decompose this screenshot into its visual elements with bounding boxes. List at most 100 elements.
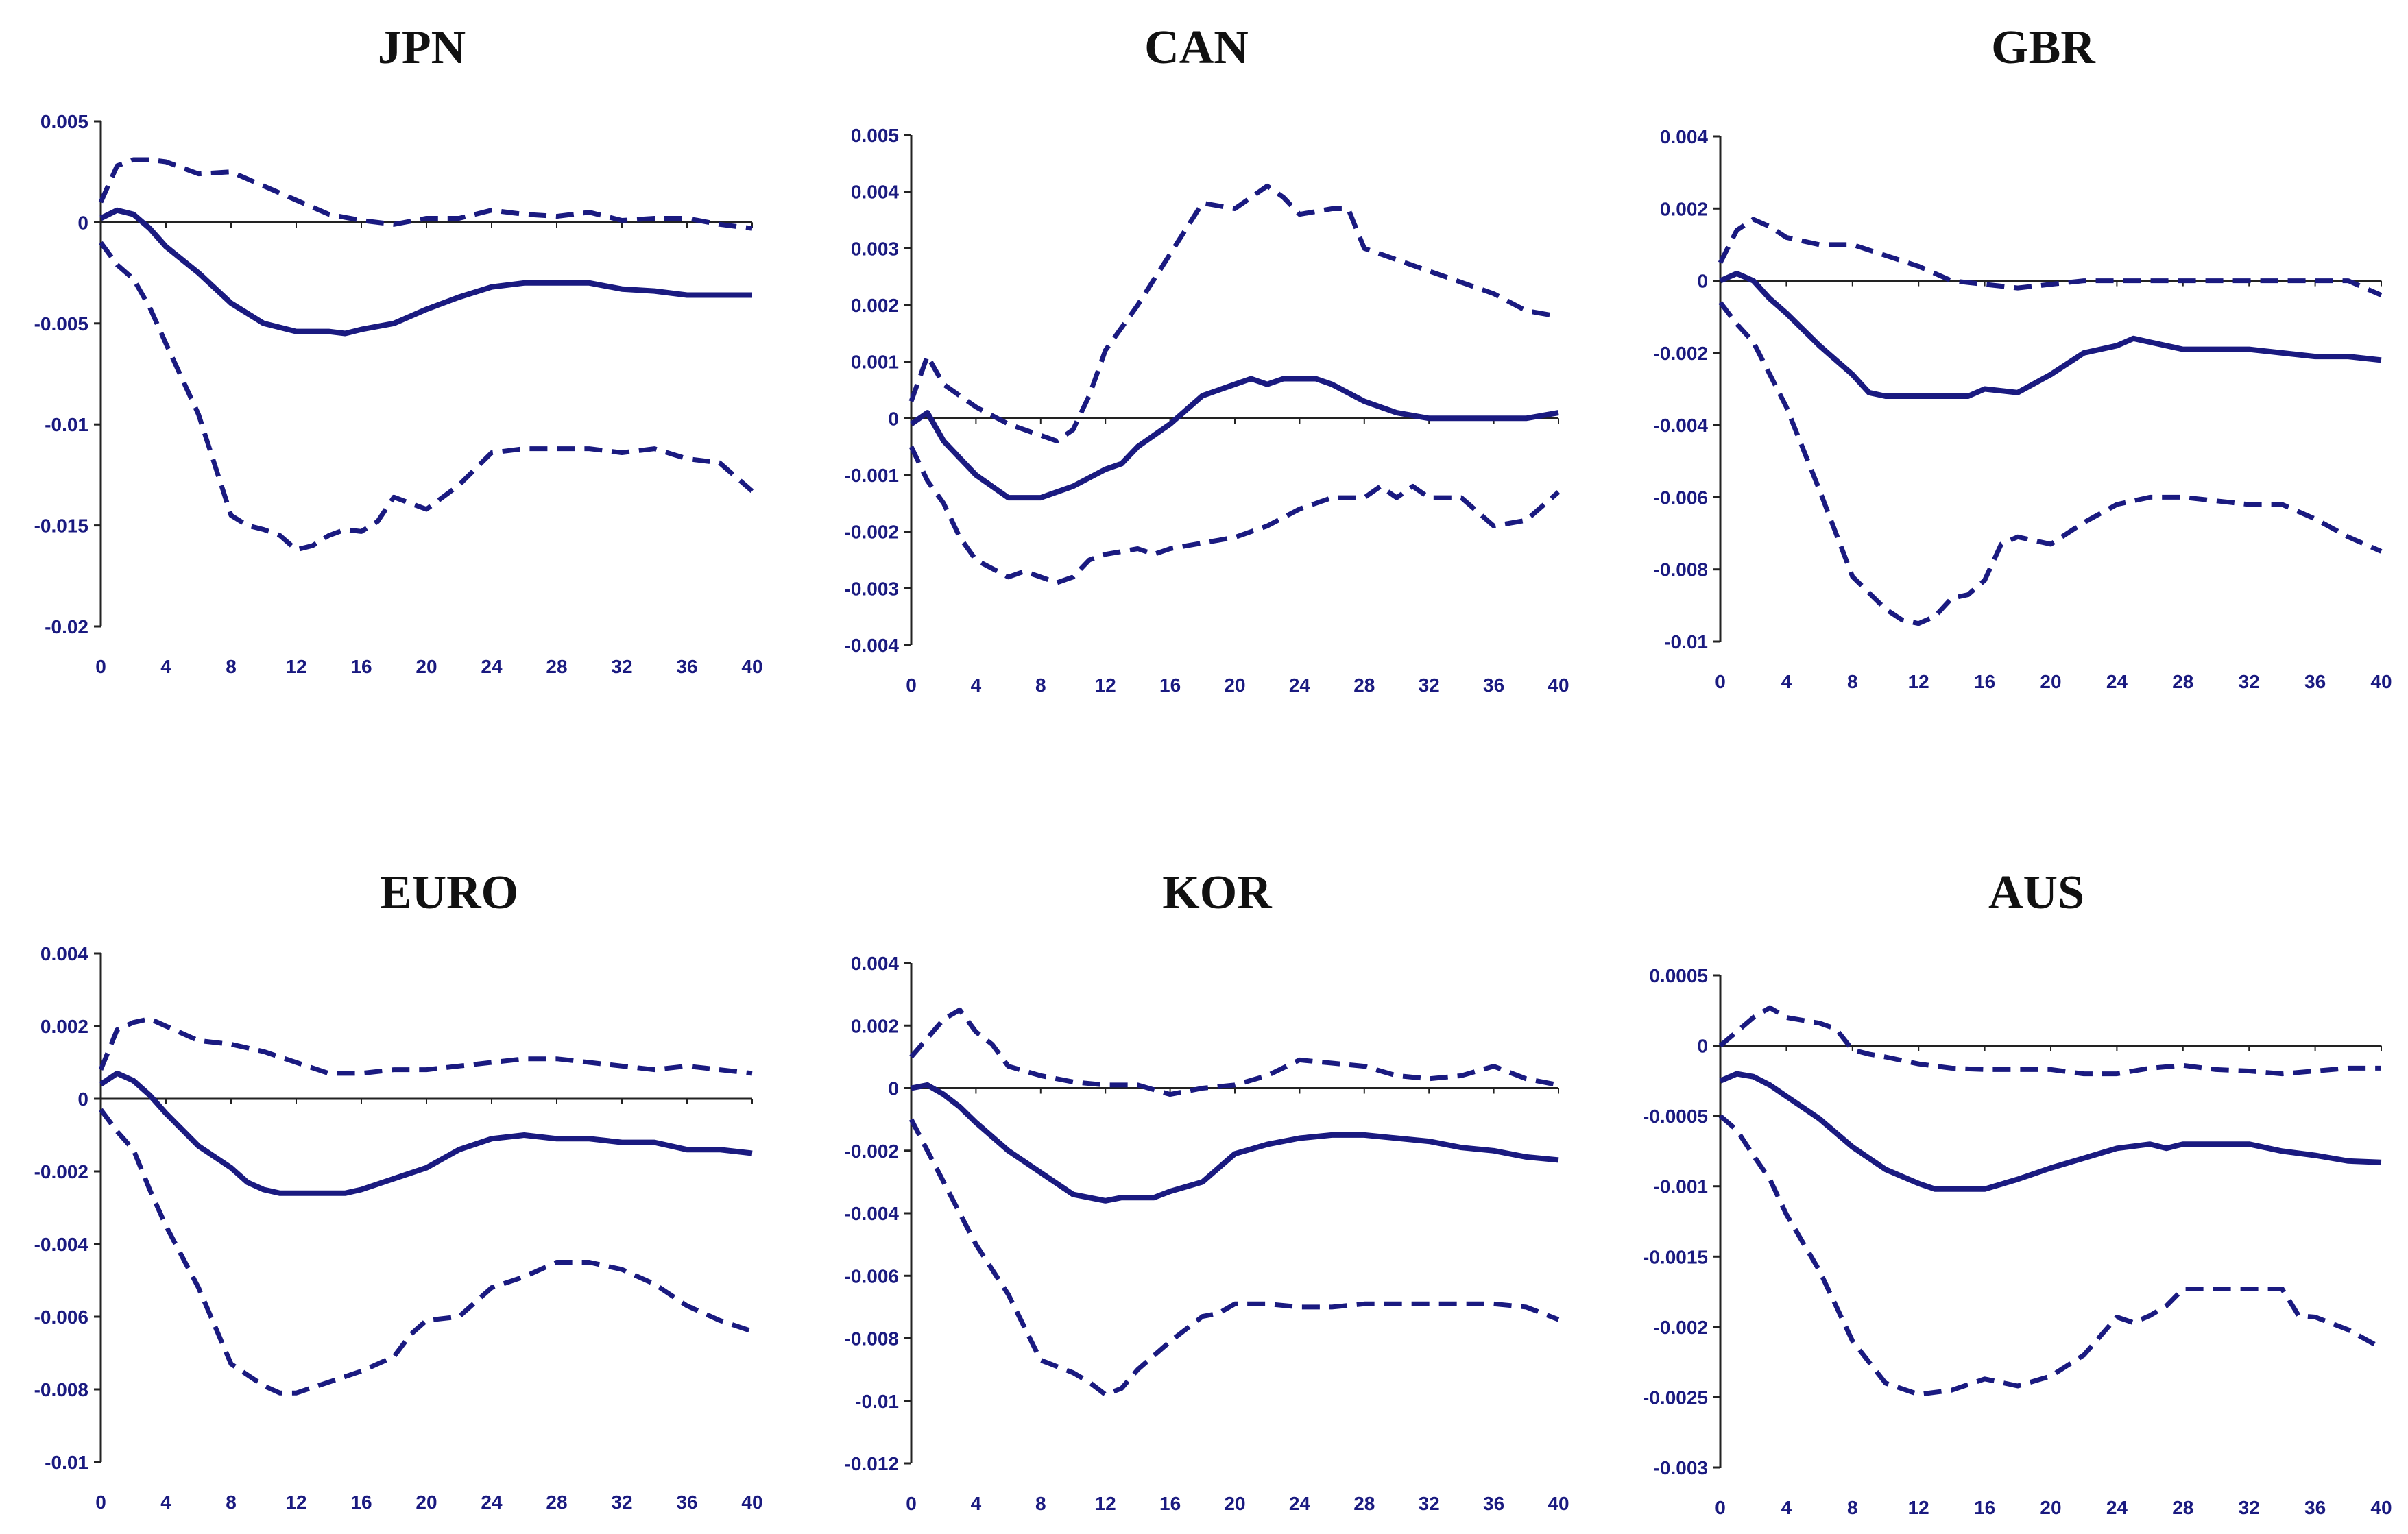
x-tick-label-aus: 0 [1715,1497,1726,1518]
x-tick-label-gbr: 28 [2172,671,2193,692]
panel-title-can: CAN [1144,21,1249,74]
y-tick-label-jpn: 0 [77,212,88,233]
y-tick-label-can: 0.002 [851,295,899,316]
x-tick-label-kor: 0 [906,1493,917,1514]
series-response-aus [1719,1071,2382,1192]
y-tick-label-kor: -0.004 [845,1203,900,1224]
y-tick-label-aus: -0.002 [1654,1317,1708,1338]
series-lower-jpn [99,241,754,552]
x-tick-label-kor: 32 [1419,1493,1440,1514]
x-tick-label-gbr: 20 [2040,671,2061,692]
x-tick-label-jpn: 4 [160,656,171,677]
series-lower-kor [908,1118,1560,1398]
y-tick-label-aus: 0 [1697,1036,1708,1057]
y-tick-label-gbr: -0.01 [1664,631,1708,653]
x-tick-label-jpn: 0 [95,656,106,677]
y-tick-label-can: -0.004 [845,635,900,656]
x-tick-label-can: 24 [1289,674,1311,696]
x-tick-label-aus: 4 [1781,1497,1792,1518]
x-tick-label-can: 0 [906,674,917,696]
y-tick-label-gbr: -0.004 [1654,415,1709,436]
x-tick-label-kor: 4 [971,1493,982,1514]
y-tick-label-kor: -0.008 [845,1328,899,1350]
panel-jpn: JPN 0.005 0 -0.005 -0.01 -0.015 -0.02 0 4 8 12 16 20… [34,21,763,677]
series-lower-gbr [1718,301,2383,626]
x-tick-label-gbr: 4 [1781,671,1792,692]
x-tick-label-gbr: 0 [1715,671,1726,692]
x-tick-label-euro: 12 [285,1492,306,1513]
x-tick-label-can: 20 [1224,674,1245,696]
series-response-gbr [1719,271,2382,399]
panels-container: JPN 0.005 0 -0.005 -0.01 -0.015 -0.02 0 4 8 12 16 20… [34,21,2392,1518]
y-tick-label-gbr: 0 [1697,271,1708,292]
y-tick-label-gbr: 0.004 [1660,126,1708,147]
y-tick-label-jpn: -0.01 [45,414,88,435]
x-tick-label-kor: 40 [1548,1493,1569,1514]
y-tick-label-can: -0.001 [845,465,899,486]
y-tick-label-euro: -0.01 [45,1452,88,1473]
series-upper-euro [98,1016,753,1076]
x-tick-label-euro: 28 [546,1492,567,1513]
series-response-euro [99,1070,753,1196]
y-tick-label-kor: 0 [888,1078,899,1099]
y-tick-label-euro: -0.006 [34,1306,88,1328]
x-tick-label-gbr: 40 [2370,671,2392,692]
y-tick-label-can: 0 [888,408,899,429]
x-tick-label-jpn: 20 [416,656,437,677]
panel-aus: AUS 0.0005 0 -0.0005 -0.001 -0.0015 -0.002 -0.0… [1643,866,2392,1518]
y-tick-label-kor: -0.012 [845,1453,899,1474]
y-tick-label-euro: 0 [77,1088,88,1110]
y-tick-label-gbr: -0.008 [1654,559,1708,581]
y-tick-label-can: 0.005 [851,125,899,146]
y-tick-label-kor: -0.002 [845,1141,899,1162]
y-tick-label-can: 0.004 [851,182,899,203]
y-tick-label-aus: -0.003 [1654,1457,1708,1478]
series-lower-can [908,446,1561,585]
y-tick-label-kor: -0.01 [855,1391,899,1412]
panel-title-kor: KOR [1162,866,1273,919]
y-tick-label-can: -0.002 [845,522,899,543]
y-tick-label-aus: 0.0005 [1649,965,1708,986]
x-tick-label-can: 4 [971,674,982,696]
panel-kor: KOR 0.004 0.002 0 -0.002 -0.004 -0.006 -0.008 -0… [845,866,1569,1514]
x-tick-label-aus: 32 [2239,1497,2260,1518]
x-tick-label-can: 16 [1159,674,1181,696]
x-tick-label-aus: 16 [1974,1497,1995,1518]
series-upper-aus [1718,1005,2381,1077]
series-lower-euro [99,1108,754,1396]
x-tick-label-jpn: 40 [741,656,762,677]
x-tick-label-gbr: 12 [1908,671,1929,692]
x-tick-label-aus: 12 [1908,1497,1929,1518]
y-tick-label-aus: -0.0025 [1643,1387,1708,1408]
y-tick-label-euro: -0.004 [34,1234,89,1255]
x-tick-label-euro: 32 [611,1492,632,1513]
x-tick-label-jpn: 32 [611,656,632,677]
x-tick-label-euro: 40 [741,1492,762,1513]
series-upper-gbr [1718,217,2383,297]
panel-can: CAN 0.005 0.004 0.003 0.002 0.001 0 -0.001 -0.00… [845,21,1569,696]
x-tick-label-can: 28 [1353,674,1375,696]
y-tick-label-can: 0.001 [851,352,899,373]
y-tick-label-kor: 0.004 [851,953,899,974]
panel-title-euro: EURO [380,866,518,919]
x-tick-label-kor: 20 [1224,1493,1245,1514]
x-tick-label-jpn: 12 [285,656,306,677]
y-tick-label-jpn: 0.005 [40,111,88,132]
x-tick-label-euro: 4 [160,1492,171,1513]
x-tick-label-euro: 24 [481,1492,503,1513]
x-tick-label-euro: 36 [676,1492,697,1513]
y-tick-label-euro: -0.008 [34,1379,88,1400]
x-tick-label-euro: 16 [350,1492,372,1513]
series-response-kor [911,1082,1559,1204]
y-tick-label-euro: -0.002 [34,1161,88,1182]
y-tick-label-gbr: 0.002 [1660,198,1708,219]
x-tick-label-can: 36 [1483,674,1504,696]
x-tick-label-can: 32 [1419,674,1440,696]
x-tick-label-gbr: 36 [2304,671,2326,692]
series-lower-aus [1718,1114,2383,1397]
panel-title-aus: AUS [1988,866,2084,919]
x-tick-label-gbr: 32 [2239,671,2260,692]
y-tick-label-aus: -0.001 [1654,1176,1708,1197]
x-tick-label-kor: 24 [1289,1493,1311,1514]
x-tick-label-aus: 36 [2304,1497,2326,1518]
